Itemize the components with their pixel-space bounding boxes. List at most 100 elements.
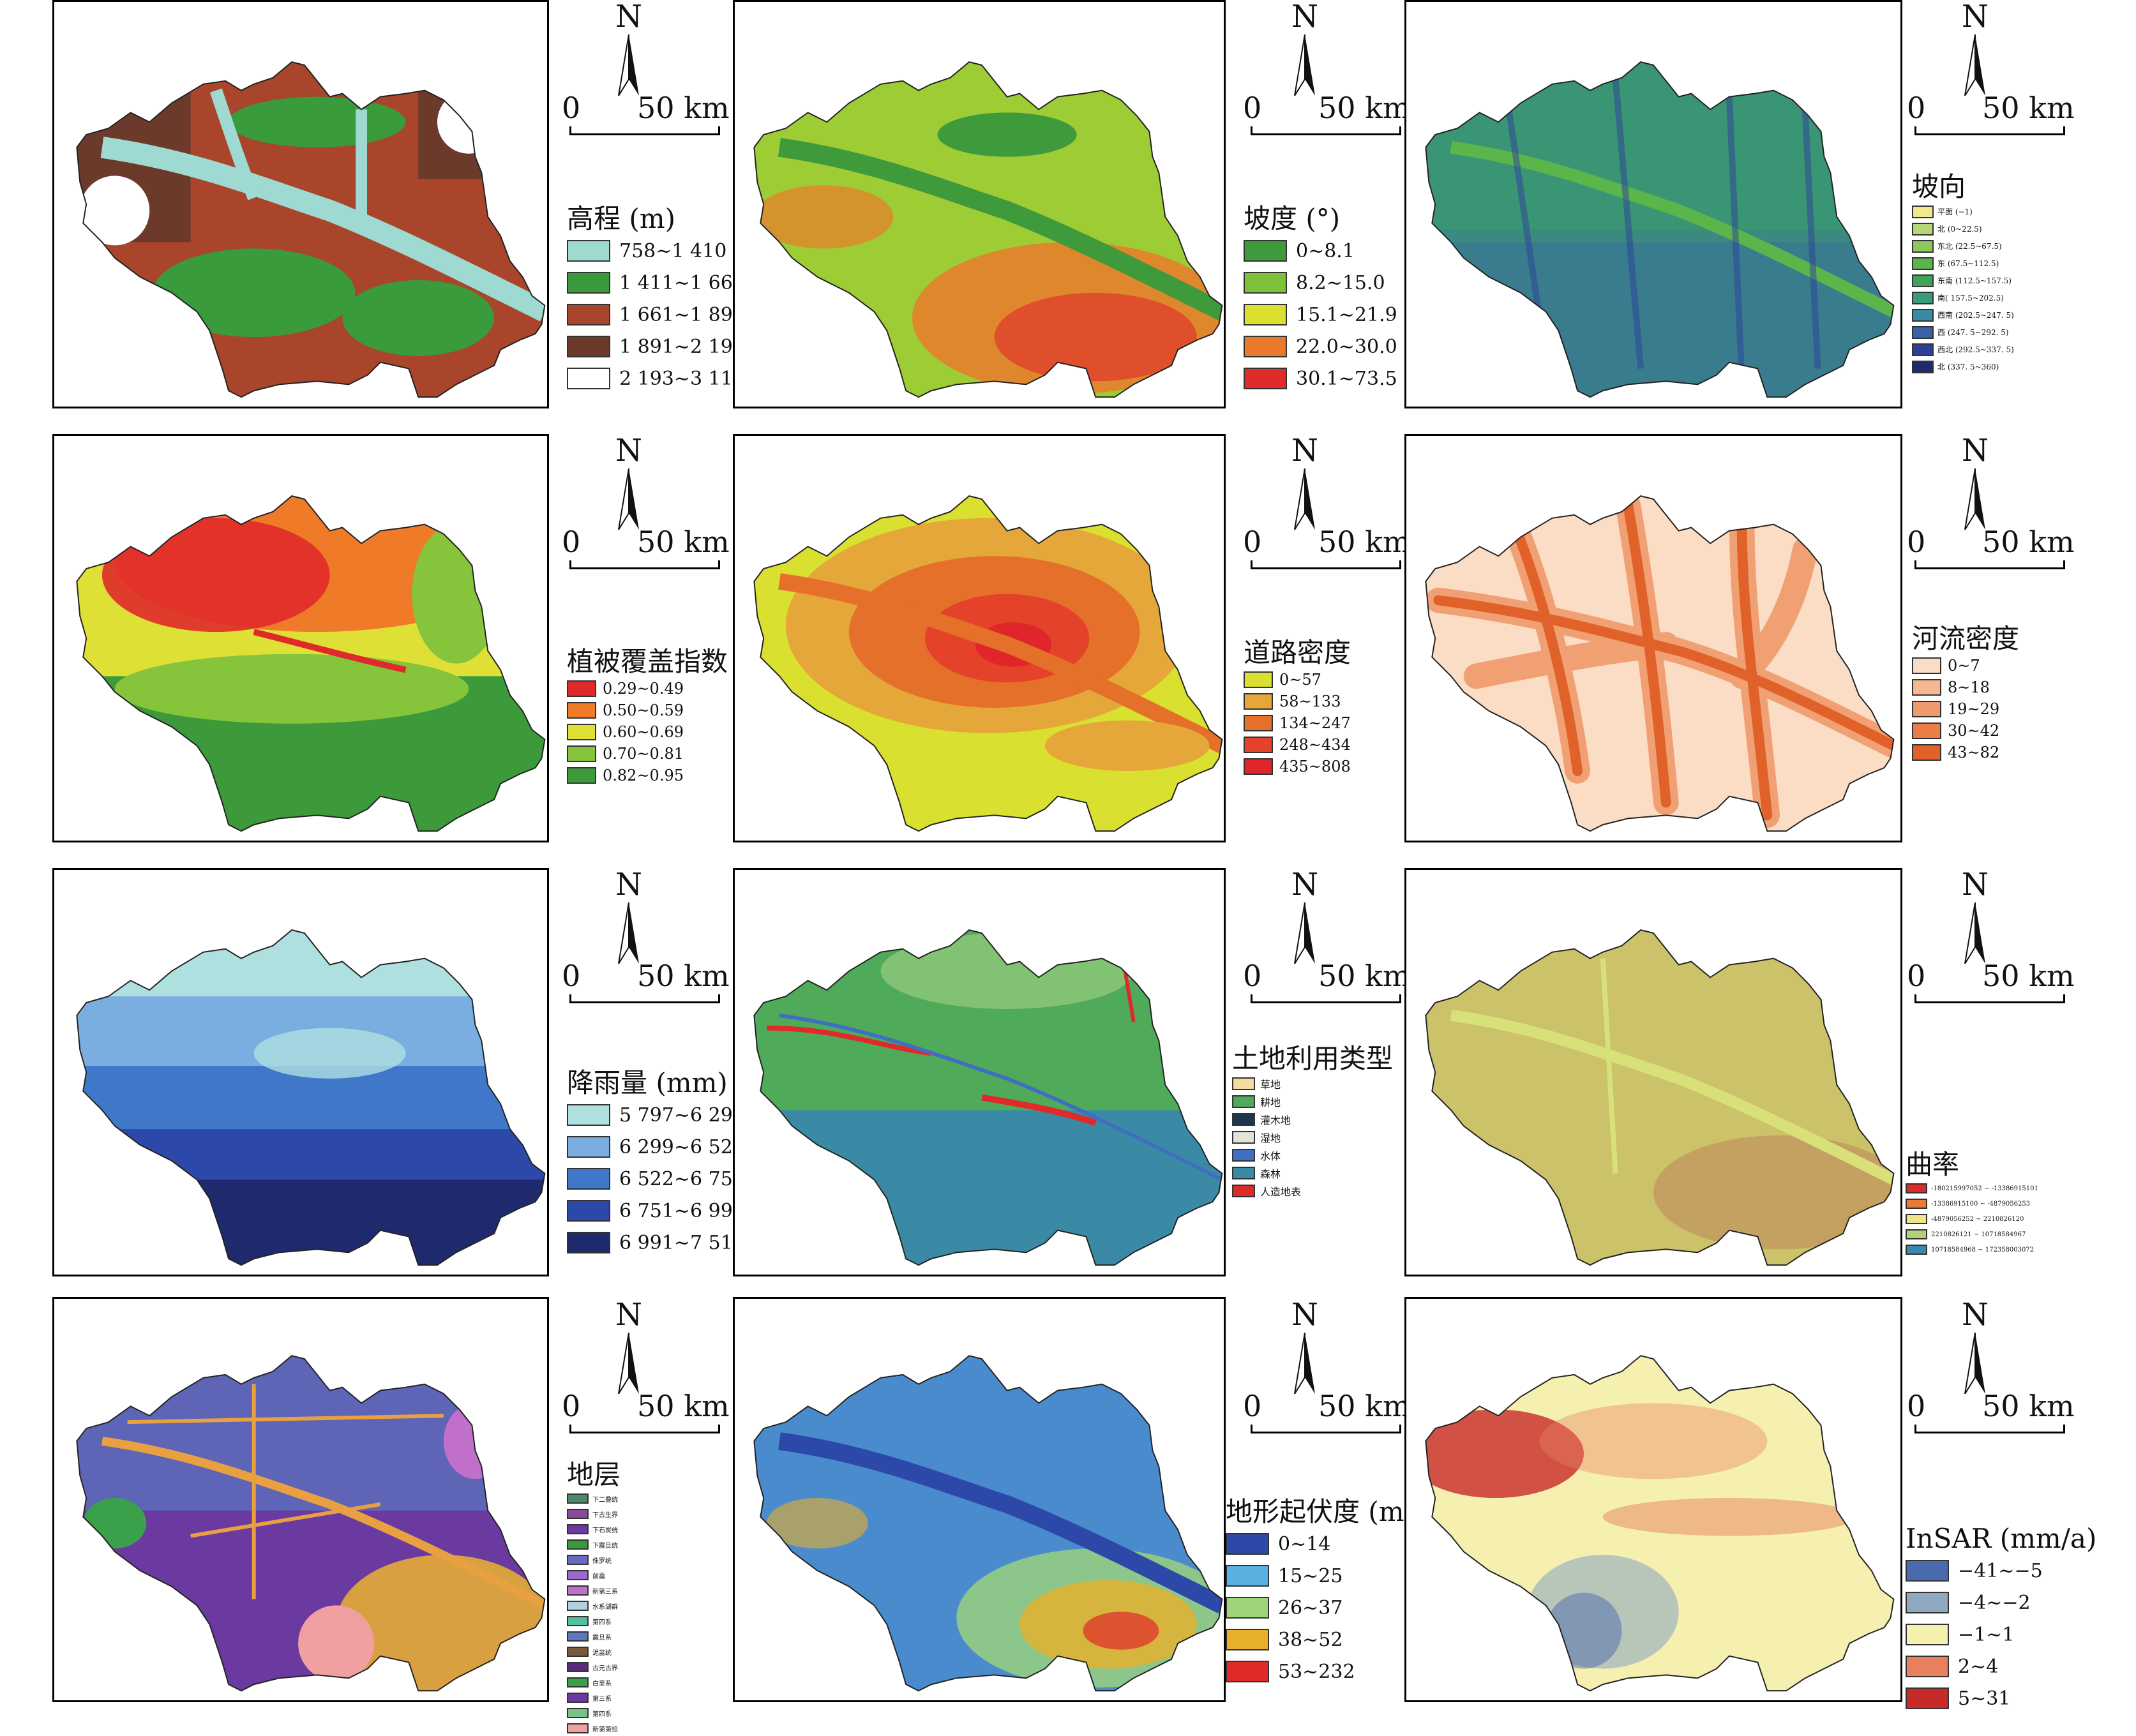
legend-swatch xyxy=(567,1677,589,1687)
scale-bar: 0 50 km xyxy=(1907,93,2075,138)
legend-label: 134~247 xyxy=(1279,714,1351,732)
legend-swatch xyxy=(1244,240,1287,262)
legend-swatch xyxy=(1232,1149,1255,1162)
scale-zero: 0 xyxy=(1243,91,1262,125)
legend-swatch xyxy=(567,368,610,389)
legend-label: -4879056252 ~ 2210826120 xyxy=(1931,1215,2024,1223)
legend-elevation: 高程 (m) 758~1 410 1 411~1 660 1 661~1 890 1 … xyxy=(567,203,745,394)
legend-swatch xyxy=(1244,368,1287,389)
scale-zero: 0 xyxy=(1243,1389,1262,1423)
legend-label: 水体 xyxy=(1260,1150,1281,1162)
legend-item: −4~−2 xyxy=(1906,1587,2096,1619)
legend-swatch xyxy=(1906,1687,1949,1709)
legend-label: 6 522~6 750 xyxy=(619,1167,745,1190)
scale-line xyxy=(569,994,720,1003)
legend-item: 30~42 xyxy=(1912,720,2019,742)
legend-item: 19~29 xyxy=(1912,698,2019,720)
scale-zero: 0 xyxy=(1907,959,1926,993)
scale-line xyxy=(569,560,720,569)
north-label: N xyxy=(615,1297,642,1333)
legend-item: −1~1 xyxy=(1906,1619,2096,1650)
legend-item: −41~−5 xyxy=(1906,1555,2096,1587)
legend-label: 南( 157.5~202.5) xyxy=(1937,294,2004,303)
scale-zero: 0 xyxy=(1907,91,1926,125)
legend-label: 5 797~6 298 xyxy=(619,1104,745,1126)
legend-label: 8.2~15.0 xyxy=(1296,271,1385,294)
legend-swatch xyxy=(1232,1077,1255,1090)
legend-curvature: 曲率 -180215997052 ~ -13386915101 -13386915… xyxy=(1906,1149,2038,1257)
legend-swatch xyxy=(567,1601,589,1611)
legend-label: 新第三系 xyxy=(592,1588,618,1596)
legend-label: 东南 (112.5~157.5) xyxy=(1937,276,2012,285)
north-label: N xyxy=(1962,867,1989,902)
scale-zero: 0 xyxy=(562,525,581,559)
north-arrow-icon xyxy=(1294,902,1315,964)
scale-bar: 0 50 km xyxy=(1907,527,2075,572)
compass: N xyxy=(610,869,648,965)
legend-rainfall: 降雨量 (mm) 5 797~6 298 6 299~6 521 6 522~6 7… xyxy=(567,1067,745,1259)
scale-zero: 0 xyxy=(1907,525,1926,559)
legend-swatch xyxy=(1912,657,1941,674)
map-curvature xyxy=(1404,868,1902,1276)
legend-item: 前震 xyxy=(567,1568,620,1583)
legend-title: 植被覆盖指数 xyxy=(567,646,728,677)
legend-label: 248~434 xyxy=(1279,736,1351,754)
legend-swatch xyxy=(567,767,596,784)
legend-label: 北 (337. 5~360) xyxy=(1937,363,1999,371)
legend-item: 水体 xyxy=(1232,1146,1393,1164)
legend-title: 土地利用类型 xyxy=(1232,1043,1394,1074)
legend-label: 震旦系 xyxy=(592,1634,612,1642)
legend-swatch xyxy=(567,1631,589,1642)
legend-item: 10718584968 ~ 172358003072 xyxy=(1906,1242,2038,1257)
legend-item: 草地 xyxy=(1232,1075,1393,1093)
legend-swatch xyxy=(567,272,610,294)
legend-item: 2210826121 ~ 10718584967 xyxy=(1906,1227,2038,1242)
legend-swatch xyxy=(1244,304,1287,326)
compass: N xyxy=(1956,435,1994,531)
legend-swatch xyxy=(567,702,596,719)
legend-label: 东 (67.5~112.5) xyxy=(1937,259,1999,268)
legend-swatch xyxy=(1912,326,1934,339)
legend-item: 134~247 xyxy=(1244,712,1351,734)
legend-label: 森林 xyxy=(1260,1168,1281,1180)
legend-swatch xyxy=(567,1136,610,1158)
legend-swatch xyxy=(1906,1624,1949,1645)
compass: N xyxy=(1956,1,1994,97)
legend-road-density: 道路密度 0~57 58~133 134~247 248~434 435~808 xyxy=(1244,637,1351,777)
legend-label: 0.70~0.81 xyxy=(603,745,684,763)
legend-swatch xyxy=(1232,1113,1255,1126)
legend-label: 0.82~0.95 xyxy=(603,767,684,784)
legend-label: 第四系 xyxy=(592,1619,612,1626)
legend-item: 0.82~0.95 xyxy=(567,765,728,786)
legend-label: 北 (0~22.5) xyxy=(1937,225,1982,234)
legend-label: 东北 (22.5~67.5) xyxy=(1937,242,2002,251)
north-arrow-icon xyxy=(618,902,639,964)
legend-label: 第三系 xyxy=(592,1695,612,1703)
legend-label: 22.0~30.0 xyxy=(1296,335,1397,358)
legend-item: 1 411~1 660 xyxy=(567,267,745,299)
legend-item: 0.50~0.59 xyxy=(567,700,728,721)
north-arrow-icon xyxy=(1964,902,1985,964)
scale-zero: 0 xyxy=(1243,959,1262,993)
legend-item: 灌木地 xyxy=(1232,1111,1393,1128)
legend-item: 西 (247. 5~292. 5) xyxy=(1912,324,2014,341)
aspect-raster xyxy=(1425,61,1895,398)
legend-swatch xyxy=(567,724,596,740)
compass: N xyxy=(1956,1299,1994,1395)
legend-item: 北 (0~22.5) xyxy=(1912,220,2014,237)
legend-label: 前震 xyxy=(592,1573,605,1580)
legend-swatch xyxy=(1906,1656,1949,1677)
legend-label: 古元古界 xyxy=(592,1665,618,1672)
north-arrow-icon xyxy=(618,34,639,96)
scale-line xyxy=(1251,126,1401,135)
compass: N xyxy=(1286,435,1324,531)
legend-title: 河流密度 xyxy=(1912,623,2020,654)
legend-swatch xyxy=(1244,715,1273,731)
north-label: N xyxy=(615,433,642,468)
scale-line xyxy=(1914,1425,2065,1433)
legend-label: 6 991~7 519 xyxy=(619,1231,745,1254)
scale-distance: 50 km xyxy=(1982,1389,2075,1423)
legend-swatch xyxy=(567,304,610,326)
legend-label: 下二叠统 xyxy=(592,1496,618,1504)
scale-zero: 0 xyxy=(562,91,581,125)
